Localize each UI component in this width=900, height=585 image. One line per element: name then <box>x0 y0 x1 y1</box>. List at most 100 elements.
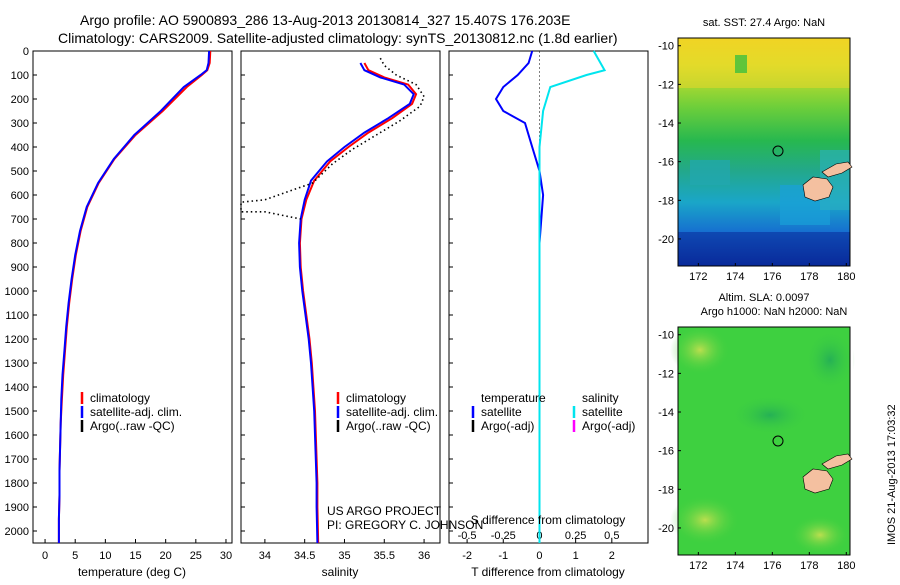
temperature-xlabel: temperature (deg C) <box>78 565 186 579</box>
argo-location-marker <box>772 435 784 447</box>
map-x-tick-label: 172 <box>689 271 707 283</box>
depth-tick-label: 1900 <box>5 502 29 514</box>
depth-tick-label: 1500 <box>5 406 29 418</box>
island-viti-levu <box>802 176 834 202</box>
map-x-tick-label: 174 <box>726 271 744 283</box>
map-y-tick-label: -18 <box>658 195 674 207</box>
sst-map <box>677 37 853 267</box>
x-tick-label: -1 <box>498 550 508 562</box>
x-tick-label: 10 <box>99 550 111 562</box>
map-y-tick-label: -18 <box>658 484 674 496</box>
depth-tick-label: 1400 <box>5 382 29 394</box>
legend-label-climatology: climatology <box>90 391 150 405</box>
x-tick-label: 2 <box>609 550 615 562</box>
map-x-tick-label: 178 <box>800 560 818 572</box>
legend-label-s-satellite: satellite <box>582 405 623 419</box>
legend-label-argo: Argo(..raw -QC) <box>346 419 431 433</box>
project-credit: US ARGO PROJECT <box>327 504 442 518</box>
x-tick-label-top: -0.25 <box>491 530 516 542</box>
map-y-tick-label: -14 <box>658 118 674 130</box>
legend-label-t-satellite: satellite <box>481 405 522 419</box>
legend-label-t-argo: Argo(-adj) <box>481 419 534 433</box>
x-tick-label: 15 <box>129 550 141 562</box>
salinity-xlabel: salinity <box>322 565 359 579</box>
x-tick-label: 20 <box>160 550 172 562</box>
depth-tick-label: 100 <box>11 70 29 82</box>
legend-label-climatology: climatology <box>346 391 406 405</box>
map-x-tick-label: 180 <box>837 271 855 283</box>
map-x-tick-label: 172 <box>689 560 707 572</box>
legend-label-satellite: satellite-adj. clim. <box>90 405 182 419</box>
map-x-tick-label: 176 <box>763 560 781 572</box>
imos-stamp: IMOS 21-Aug-2013 17:03:32 <box>886 404 898 545</box>
map-x-tick-label: 176 <box>763 271 781 283</box>
map-y-tick-label: -16 <box>658 446 674 458</box>
temperature-legend: climatology satellite-adj. clim. Argo(..… <box>80 391 182 433</box>
map-y-tick-label: -10 <box>658 41 674 53</box>
depth-tick-label: 700 <box>11 214 29 226</box>
series-2-temperature-satellite <box>494 50 545 543</box>
legend-label-s-argo: Argo(-adj) <box>582 419 635 433</box>
legend-title-salinity: salinity <box>582 391 619 405</box>
argo-location-marker <box>772 145 784 157</box>
depth-tick-label: 600 <box>11 190 29 202</box>
series-2-salinity-satellite <box>538 50 607 543</box>
island-viti-levu <box>802 468 834 494</box>
sla-map-title-1: Altim. SLA: 0.0097 <box>718 292 809 304</box>
x-tick-label: 30 <box>220 550 232 562</box>
tick-layer: 0100200300400500600700800900100011001200… <box>5 46 620 562</box>
x-tick-label: 34 <box>259 550 271 562</box>
depth-tick-label: 400 <box>11 142 29 154</box>
depth-tick-label: 500 <box>11 166 29 178</box>
legend-label-satellite: satellite-adj. clim. <box>346 405 438 419</box>
depth-tick-label: 1800 <box>5 478 29 490</box>
map-x-tick-label: 178 <box>800 271 818 283</box>
difference-axes <box>448 50 649 544</box>
depth-tick-label: 1600 <box>5 430 29 442</box>
salinity-legend: climatology satellite-adj. clim. Argo(..… <box>336 391 438 433</box>
map-y-tick-label: -20 <box>658 234 674 246</box>
depth-tick-label: 300 <box>11 118 29 130</box>
depth-tick-label: 800 <box>11 238 29 250</box>
legend-label-argo: Argo(..raw -QC) <box>90 419 175 433</box>
depth-tick-label: 1100 <box>5 310 29 322</box>
depth-tick-label: 1700 <box>5 454 29 466</box>
series-1-climatology <box>298 62 418 544</box>
depth-tick-label: 1200 <box>5 334 29 346</box>
title-line-2: Climatology: CARS2009. Satellite-adjuste… <box>58 30 618 46</box>
line-layer <box>57 50 607 544</box>
map-y-tick-label: -10 <box>658 330 674 342</box>
island-vanua-levu <box>821 453 853 470</box>
series-0-satellite-adj--clim- <box>57 50 211 543</box>
island-vanua-levu <box>821 161 853 178</box>
difference-legend: temperature satellite Argo(-adj) salinit… <box>471 391 635 433</box>
difference-xlabel: T difference from climatology <box>471 565 625 579</box>
title-line-1: Argo profile: AO 5900893_286 13-Aug-2013… <box>80 12 570 28</box>
depth-tick-label: 0 <box>23 46 29 58</box>
depth-tick-label: 1300 <box>5 358 29 370</box>
map-x-tick-label: 180 <box>837 560 855 572</box>
x-tick-label-top: 0.25 <box>565 530 586 542</box>
x-tick-label: 1 <box>573 550 579 562</box>
x-tick-label: 0 <box>42 550 48 562</box>
sst-map-frame <box>677 37 851 267</box>
map-y-tick-label: -16 <box>658 157 674 169</box>
sla-map-ticks: 172 174 176 178 180 -10 -12 -14 -16 -18 -20 <box>658 330 855 572</box>
sla-map-frame <box>677 326 851 556</box>
depth-tick-label: 200 <box>11 94 29 106</box>
series-0-climatology <box>57 50 212 543</box>
sst-map-ticks: 172 174 176 178 180 -10 -12 -14 -16 -18 -20 <box>658 41 855 283</box>
temperature-axes <box>32 50 233 544</box>
map-x-tick-label: 174 <box>726 560 744 572</box>
x-tick-label: 36 <box>418 550 430 562</box>
legend-title-temperature: temperature <box>481 391 546 405</box>
x-tick-label-top: -0.5 <box>458 530 477 542</box>
pi-credit: PI: GREGORY C. JOHNSON <box>327 518 483 532</box>
depth-tick-label: 2000 <box>5 526 29 538</box>
map-y-tick-label: -12 <box>658 79 674 91</box>
x-tick-label: 25 <box>190 550 202 562</box>
map-y-tick-label: -14 <box>658 407 674 419</box>
difference-xlabel-top: S difference from climatology <box>471 513 626 527</box>
